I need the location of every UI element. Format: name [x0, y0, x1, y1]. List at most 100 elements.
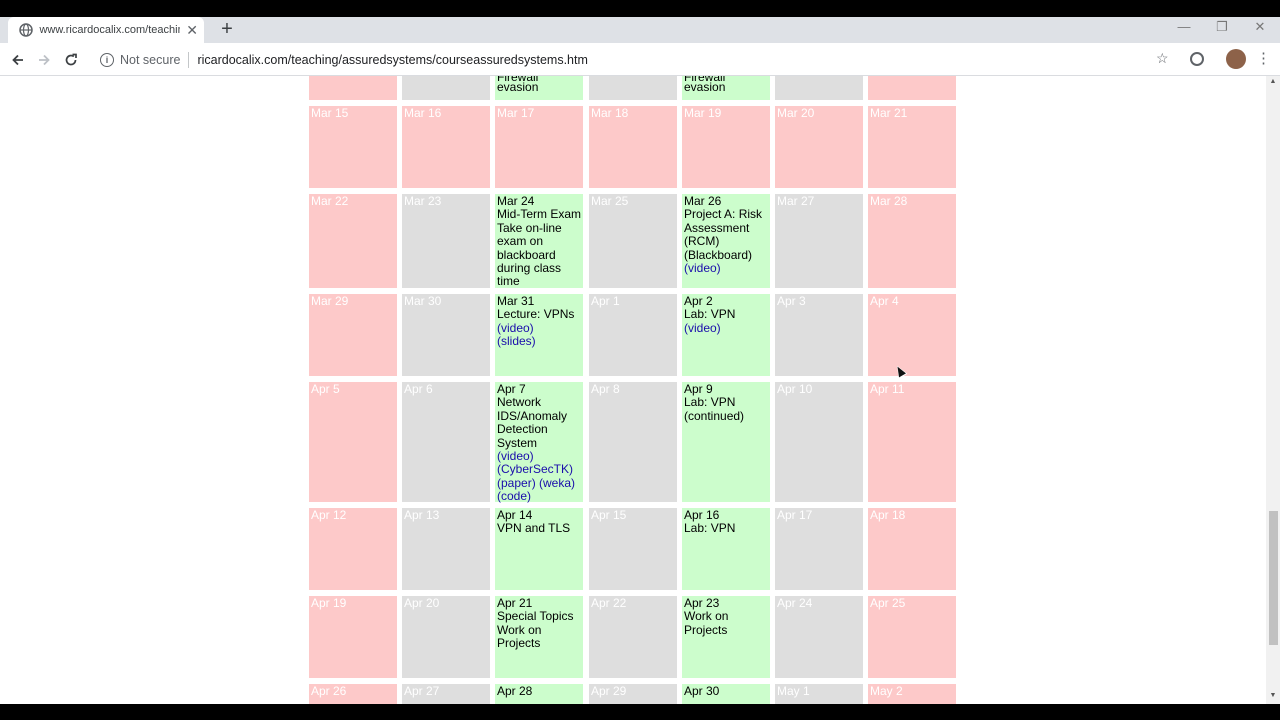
restore-icon[interactable]: ❐	[1216, 19, 1228, 34]
day-date: Apr 17	[777, 508, 813, 522]
calendar-day-cell: Mar 20	[775, 106, 863, 188]
calendar-day-cell: Mar 21	[868, 106, 956, 188]
day-date: Apr 9	[684, 382, 713, 396]
calendar-day-cell	[402, 76, 490, 100]
day-event-text: VPN and TLS	[497, 521, 571, 536]
address-bar[interactable]: i Not secure ricardocalix.com/teaching/a…	[92, 47, 1182, 73]
window-close-icon[interactable]: ✕	[1254, 19, 1266, 34]
calendar-day-cell: Apr 20	[402, 596, 490, 678]
minimize-icon[interactable]: —	[1177, 19, 1191, 34]
day-date: Mar 20	[777, 106, 815, 120]
scrollbar[interactable]: ▲ ▼	[1266, 76, 1280, 704]
day-date: Mar 27	[777, 194, 815, 208]
scroll-up-icon[interactable]: ▲	[1269, 78, 1277, 85]
calendar-day-cell: Apr 26	[309, 684, 397, 704]
calendar-day-cell: Apr 30	[682, 684, 770, 704]
resource-link[interactable]: (code)	[497, 489, 532, 504]
calendar-day-cell: Apr 16 Lab: VPN	[682, 508, 770, 590]
day-date: Apr 22	[591, 596, 627, 610]
calendar-day-cell: Apr 3	[775, 294, 863, 376]
calendar-day-cell: Mar 19	[682, 106, 770, 188]
calendar-day-cell	[309, 76, 397, 100]
scrollbar-thumb[interactable]	[1269, 511, 1278, 645]
resource-link[interactable]: (video)	[684, 261, 721, 276]
day-date: May 2	[870, 684, 903, 698]
day-date: Apr 28	[497, 684, 533, 698]
extension-icon[interactable]	[1190, 52, 1204, 66]
profile-avatar[interactable]	[1226, 49, 1246, 69]
calendar-day-cell: Mar 18	[589, 106, 677, 188]
back-button[interactable]	[8, 50, 28, 70]
day-date: Apr 16	[684, 508, 720, 522]
day-date: May 1	[777, 684, 810, 698]
resource-link[interactable]: (video)	[497, 449, 534, 464]
day-event-text: Work on Projects	[497, 622, 542, 651]
calendar-day-cell: Mar 17	[495, 106, 583, 188]
calendar-day-cell: Apr 5	[309, 382, 397, 502]
new-tab-button[interactable]: +	[221, 18, 233, 40]
calendar-day-cell: Mar 30	[402, 294, 490, 376]
day-event-text: Firewall evasion	[497, 76, 539, 94]
day-date: Mar 15	[311, 106, 349, 120]
resource-link[interactable]: (slides)	[497, 334, 536, 349]
tab-title: www.ricardocalix.com/teaching/assuredsys…	[39, 24, 180, 36]
day-date: Mar 18	[591, 106, 629, 120]
info-icon[interactable]: i	[100, 53, 114, 67]
calendar-day-cell: Apr 18	[868, 508, 956, 590]
day-date: Apr 14	[497, 508, 533, 522]
calendar-day-cell: Apr 19	[309, 596, 397, 678]
day-date: Mar 22	[311, 194, 349, 208]
reload-icon	[65, 53, 77, 66]
calendar-day-cell: Apr 7 Network IDS/Anomaly Detection Syste…	[495, 382, 583, 504]
day-date: Mar 30	[404, 294, 442, 308]
calendar-day-cell: Apr 15	[589, 508, 677, 590]
url-text[interactable]: ricardocalix.com/teaching/assuredsystems…	[197, 53, 588, 67]
day-date: Apr 10	[777, 382, 813, 396]
resource-link[interactable]: (paper) (weka)	[497, 475, 576, 490]
reload-button[interactable]	[61, 50, 81, 70]
calendar-day-cell: Firewall evasion	[495, 76, 583, 100]
calendar-day-cell: May 1	[775, 684, 863, 704]
day-date: Apr 27	[404, 684, 440, 698]
calendar-day-cell: Apr 21 Special Topics Work on Projects	[495, 596, 583, 678]
day-date: Mar 26	[684, 194, 722, 208]
calendar-day-cell: Apr 29	[589, 684, 677, 704]
browser-toolbar: i Not secure ricardocalix.com/teaching/a…	[0, 43, 1280, 76]
calendar-day-cell: Mar 15	[309, 106, 397, 188]
resource-link[interactable]: (CyberSecTK)	[497, 462, 574, 477]
calendar-day-cell: Mar 27	[775, 194, 863, 288]
day-event-text: Lab: VPN (continued)	[684, 395, 745, 423]
taskbar-edge	[0, 704, 1280, 720]
security-label: Not secure	[120, 53, 181, 67]
calendar-day-cell: Apr 23 Work on Projects	[682, 596, 770, 678]
calendar-day-cell: Mar 28	[868, 194, 956, 288]
day-date: Apr 8	[591, 382, 620, 396]
day-date: Apr 5	[311, 382, 340, 396]
calendar-day-cell: Apr 4	[868, 294, 956, 376]
calendar-day-cell: Mar 24 Mid-Term Exam Take on-line exam on …	[495, 194, 583, 288]
calendar-day-cell: Apr 12	[309, 508, 397, 590]
close-icon[interactable]: ✕	[186, 22, 198, 38]
bookmark-star-icon[interactable]: ☆	[1156, 50, 1169, 66]
scroll-down-icon[interactable]: ▼	[1269, 692, 1277, 699]
day-event-text: Lecture: VPNs	[497, 307, 575, 322]
resource-link[interactable]: (video)	[684, 320, 721, 335]
day-event-text: Mid-Term Exam	[497, 207, 582, 222]
calendar-day-cell: May 2	[868, 684, 956, 704]
forward-arrow-icon	[39, 54, 50, 66]
day-event-text: Network IDS/Anomaly Detection System	[497, 395, 568, 450]
calendar-day-cell: Mar 29	[309, 294, 397, 376]
browser-tab[interactable]: www.ricardocalix.com/teaching/assuredsys…	[8, 17, 204, 43]
day-date: Apr 25	[870, 596, 906, 610]
day-date: Apr 19	[311, 596, 347, 610]
tab-strip: www.ricardocalix.com/teaching/assuredsys…	[0, 17, 1280, 43]
calendar-day-cell: Apr 6	[402, 382, 490, 502]
day-date: Apr 12	[311, 508, 347, 522]
calendar-day-cell: Apr 2 Lab: VPN (video)	[682, 294, 770, 376]
forward-button[interactable]	[34, 50, 54, 70]
calendar-day-cell: Mar 23	[402, 194, 490, 288]
calendar-day-cell: Apr 13	[402, 508, 490, 590]
day-date: Mar 21	[870, 106, 908, 120]
more-menu-icon[interactable]: ⋮	[1256, 50, 1271, 67]
resource-link[interactable]: (video)	[497, 320, 534, 335]
